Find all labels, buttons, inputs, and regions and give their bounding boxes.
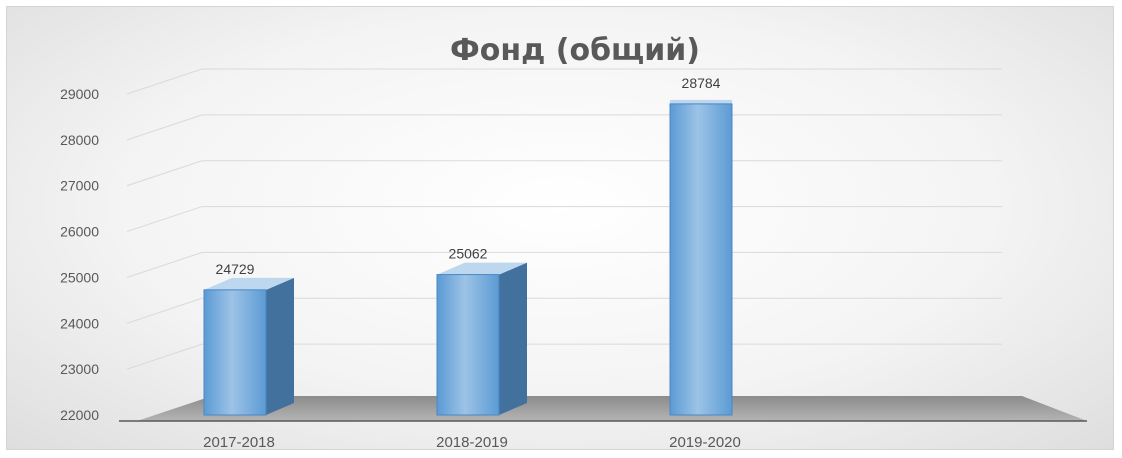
- bar-top-face: [204, 277, 294, 290]
- chart-area: Фонд (общий) 22000 23000 24000 25000 26000 27…: [6, 6, 1114, 451]
- x-category-label: 2017-2018: [203, 434, 275, 451]
- gridline: [126, 68, 1002, 95]
- chart-floor-plane: [137, 396, 1087, 421]
- x-axis-categories: 2017-2018 2018-2019 2019-2020: [203, 434, 741, 451]
- bar-side-face: [266, 277, 294, 415]
- bar: [669, 103, 733, 416]
- y-tick-label: 29000: [60, 86, 99, 102]
- bar: [203, 289, 267, 416]
- bar-top-face: [437, 262, 527, 275]
- y-axis-ticks: 22000 23000 24000 25000 26000 27000 28000 29000: [60, 86, 99, 423]
- y-tick-label: 27000: [60, 178, 99, 194]
- bar-top-face: [670, 99, 732, 104]
- y-tick-label: 24000: [60, 315, 99, 331]
- gridline: [126, 114, 1002, 141]
- bar-side-face: [499, 262, 527, 415]
- gridlines: [126, 68, 1002, 370]
- bar-chart: Фонд (общий) 22000 23000 24000 25000 26000 27…: [60, 33, 1087, 451]
- chart-title: Фонд (общий): [450, 33, 700, 68]
- x-category-label: 2018-2019: [436, 434, 508, 451]
- bar: [436, 274, 500, 416]
- gridline: [126, 206, 1002, 233]
- y-tick-label: 23000: [60, 361, 99, 377]
- data-label: 24729: [216, 261, 255, 277]
- y-tick-label: 22000: [60, 407, 99, 423]
- gridline: [126, 160, 1002, 187]
- y-tick-label: 25000: [60, 269, 99, 285]
- x-category-label: 2019-2020: [669, 434, 741, 451]
- gridline: [126, 251, 1002, 278]
- chart-floor: [119, 396, 1087, 422]
- data-label: 28784: [682, 75, 721, 91]
- y-tick-label: 26000: [60, 224, 99, 240]
- bars: [203, 99, 733, 416]
- gridline: [126, 343, 1002, 370]
- data-labels: 24729 25062 28784: [216, 75, 721, 277]
- y-tick-label: 28000: [60, 132, 99, 148]
- gridline: [126, 297, 1002, 324]
- data-label: 25062: [449, 246, 488, 262]
